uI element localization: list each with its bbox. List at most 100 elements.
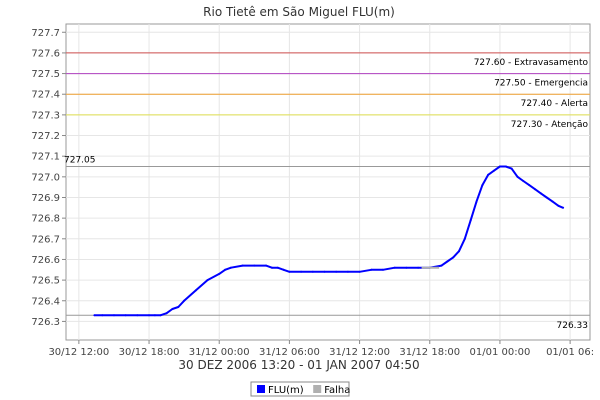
data-point	[177, 306, 180, 308]
y-tick-label: 726.6	[31, 255, 60, 266]
y-tick-label: 726.3	[31, 317, 60, 328]
data-point	[504, 165, 507, 168]
data-point	[551, 200, 554, 203]
data-point	[153, 314, 156, 317]
data-point	[101, 314, 104, 317]
y-tick-label: 727.5	[31, 69, 60, 80]
data-point	[165, 312, 168, 315]
legend-label: FLU(m)	[268, 385, 304, 396]
data-point	[452, 256, 455, 259]
data-point	[481, 184, 484, 187]
data-point	[241, 264, 244, 267]
data-point	[417, 266, 420, 269]
x-tick-label: 01/01 06:	[546, 347, 594, 358]
threshold-label: 727.30 - Atenção	[511, 120, 589, 130]
data-point	[516, 175, 519, 178]
x-axis-label: 30 DEZ 2006 13:20 - 01 JAN 2007 04:50	[178, 358, 419, 372]
threshold-label: 727.40 - Alerta	[521, 99, 588, 109]
y-tick-label: 727.0	[31, 172, 60, 183]
data-point	[498, 165, 501, 168]
data-point	[148, 314, 150, 317]
x-tick-label: 01/01 00:00	[470, 347, 531, 358]
y-tick-label: 726.4	[31, 296, 60, 307]
data-point	[206, 279, 209, 282]
y-tick-label: 727.6	[31, 48, 60, 59]
data-point	[253, 264, 256, 267]
data-point	[270, 266, 273, 269]
y-tick-label: 727.7	[31, 28, 60, 39]
data-point	[288, 270, 291, 273]
data-point	[487, 173, 490, 176]
data-point	[323, 270, 326, 273]
x-tick-label: 30/12 12:00	[48, 347, 109, 358]
data-point	[557, 204, 560, 207]
y-tick-label: 726.9	[31, 193, 60, 204]
x-tick-label: 31/12 00:00	[189, 347, 250, 358]
data-point	[405, 266, 408, 269]
y-tick-label: 727.2	[31, 131, 60, 142]
data-point	[265, 264, 267, 267]
data-point	[93, 314, 96, 317]
legend: FLU(m) Falha	[250, 381, 350, 397]
data-point	[335, 270, 338, 273]
reference-label: 726.33	[557, 321, 589, 331]
data-point	[136, 314, 139, 317]
legend-swatch	[313, 385, 322, 393]
x-axis: 30/12 12:00 30/12 18:00 31/12 00:00 31/12 0…	[48, 340, 594, 358]
plot-area	[65, 23, 591, 341]
data-point	[510, 167, 513, 170]
data-point	[458, 250, 460, 253]
data-point	[224, 268, 227, 271]
data-point	[218, 272, 221, 275]
series	[93, 165, 565, 317]
data-point	[194, 289, 197, 292]
data-point	[534, 188, 536, 191]
y-tick-label: 727.1	[31, 152, 60, 163]
x-tick-label: 31/12 06:00	[259, 347, 320, 358]
data-point	[475, 200, 478, 203]
data-point	[469, 219, 472, 222]
data-point	[358, 270, 361, 273]
data-point	[276, 266, 279, 269]
x-tick-label: 31/12 12:00	[329, 347, 390, 358]
series-line-flu	[94, 165, 564, 317]
data-point	[446, 260, 449, 263]
legend-box	[250, 381, 350, 397]
data-point	[562, 206, 565, 209]
y-tick-label: 727.4	[31, 90, 60, 101]
y-tick-label: 726.7	[31, 234, 60, 245]
data-point	[311, 270, 314, 273]
data-point	[528, 184, 531, 187]
data-point	[282, 268, 285, 271]
reference-label: 727.05	[64, 156, 96, 166]
y-tick-label: 727.3	[31, 110, 60, 121]
data-point	[183, 299, 186, 302]
data-point	[539, 192, 542, 195]
data-point	[159, 314, 162, 317]
x-tick-label: 31/12 18:00	[399, 347, 460, 358]
data-point	[113, 314, 115, 317]
data-point	[171, 308, 174, 310]
data-point	[346, 270, 349, 273]
x-tick-label: 30/12 18:00	[119, 347, 180, 358]
data-point	[229, 266, 232, 269]
threshold-label: 727.60 - Extravasamento	[474, 58, 589, 68]
data-point	[522, 180, 525, 182]
data-point	[545, 196, 548, 199]
data-point	[300, 270, 303, 273]
threshold-label: 727.50 - Emergencia	[494, 79, 588, 89]
data-point	[370, 268, 373, 271]
data-point	[124, 314, 127, 317]
data-point	[440, 264, 443, 267]
data-point	[493, 169, 496, 172]
y-tick-label: 726.8	[31, 214, 60, 225]
data-point	[382, 268, 384, 271]
data-point	[393, 266, 396, 269]
chart-title: Rio Tietê em São Miguel FLU(m)	[203, 5, 395, 19]
legend-swatch	[257, 385, 265, 393]
legend-label: Falha	[324, 385, 350, 396]
y-tick-label: 726.5	[31, 276, 60, 287]
data-point	[463, 237, 466, 240]
y-axis: 726.3 726.4 726.5 726.6 726.7 726.8 726.9 727.0…	[31, 28, 66, 328]
